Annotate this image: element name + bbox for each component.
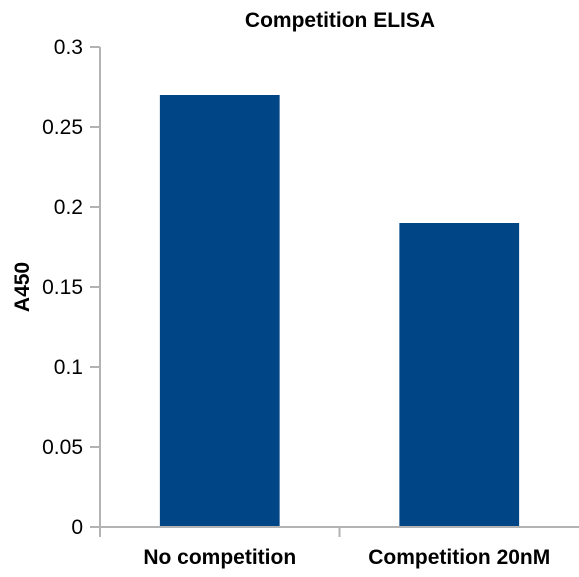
- y-tick-label: 0.25: [42, 116, 83, 139]
- y-tick-label: 0.1: [54, 356, 83, 379]
- x-tick-label: Competition 20nM: [368, 546, 550, 569]
- x-tick-label: No competition: [143, 546, 296, 569]
- y-tick-label: 0: [71, 516, 83, 539]
- x-tick-labels: No competition Competition 20nM: [143, 546, 550, 569]
- axes-layer: [90, 46, 579, 537]
- chart-title: Competition ELISA: [245, 9, 435, 32]
- y-tick-label: 0.2: [54, 196, 83, 219]
- y-tick-label: 0.05: [42, 436, 83, 459]
- bar-1: [399, 223, 520, 527]
- bars-layer: [159, 95, 520, 527]
- y-axis-title: A450: [11, 262, 34, 312]
- y-tick-label: 0.15: [42, 276, 83, 299]
- y-tick-labels: 0 0.05 0.1 0.15 0.2 0.25 0.3: [42, 36, 83, 539]
- y-tick-label: 0.3: [54, 36, 83, 59]
- bar-0: [159, 95, 280, 527]
